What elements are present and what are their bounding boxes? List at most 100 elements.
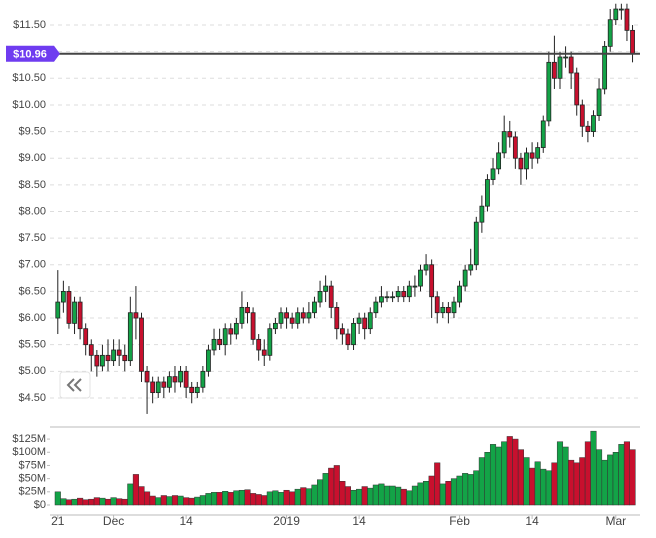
chevrons-icon[interactable] [66, 378, 82, 392]
candle-body [485, 179, 490, 207]
volume-bar [65, 499, 72, 506]
volume-bar [216, 492, 223, 506]
candle-body [122, 354, 128, 362]
candle-body [473, 221, 479, 266]
plot-layer: $4.50 $5.00 $5.50 $6.00 $6.50 $7.00 $7.50 $8.00… [6, 3, 640, 528]
candle-body [395, 291, 401, 298]
candle-body [55, 301, 61, 319]
volume-bar [568, 459, 575, 506]
candle-body [546, 61, 552, 122]
volume-bar [501, 441, 508, 506]
candle-body [451, 301, 457, 314]
candle-body [161, 381, 167, 388]
candle-body [445, 306, 451, 314]
y-tick-label: $10.00 [12, 99, 46, 111]
candle-body [613, 8, 619, 21]
candle-body [111, 349, 116, 362]
candle-body [512, 136, 518, 159]
volume-bar [333, 465, 340, 506]
volume-bar [283, 489, 290, 506]
y-tick-label: $6.00 [18, 312, 46, 324]
candle-body [284, 312, 289, 319]
volume-bar [255, 494, 262, 506]
candle-body [630, 29, 635, 55]
volume-bar [289, 491, 296, 506]
volume-bar [171, 495, 179, 506]
volume-bar [121, 498, 128, 506]
candle-body [334, 306, 340, 330]
volume-bar [523, 457, 530, 506]
candle-body [462, 269, 468, 287]
candle-body [116, 349, 122, 356]
candle-body [105, 354, 111, 362]
candle-body [317, 291, 323, 303]
candle-body [585, 125, 591, 132]
y-tick-label: $0 [34, 499, 46, 511]
x-tick-label: 21 [51, 514, 65, 528]
candle-body [245, 306, 250, 314]
candle-body [77, 301, 83, 330]
volume-bar [411, 485, 418, 506]
volume-bar [199, 495, 206, 506]
volume-bar [529, 467, 536, 506]
volume-bar [378, 483, 385, 506]
volume-bar [339, 481, 346, 506]
volume-bar [473, 470, 480, 506]
candle-body [412, 285, 418, 288]
volume-bar [456, 475, 463, 506]
candle-body [66, 291, 72, 324]
volume-bar [623, 441, 630, 506]
y-tick-label: $9.50 [18, 125, 46, 137]
candle-body [250, 312, 256, 340]
candle-body [518, 157, 524, 170]
volume-bar [54, 491, 61, 506]
volume-bar [233, 490, 240, 506]
volume-bar [629, 449, 636, 506]
y-tick-label: $10.50 [12, 72, 46, 84]
candle-body [496, 152, 502, 170]
y-tick-label: $9.00 [18, 152, 46, 164]
volume-bar [495, 446, 502, 506]
candle-body [362, 317, 368, 330]
candle-body [278, 312, 284, 324]
candle-body [83, 328, 89, 346]
candle-body [384, 296, 390, 299]
candle-body [88, 344, 94, 356]
collapse-button[interactable] [59, 371, 91, 399]
candle-body [440, 306, 446, 314]
volume-bar [88, 498, 95, 506]
candle-body [390, 296, 395, 299]
volume-bar [361, 486, 368, 506]
volume-bar [601, 459, 608, 506]
candle-body [529, 152, 535, 159]
candle-body [144, 370, 150, 383]
volume-bar [400, 488, 407, 506]
candle-body [217, 338, 223, 346]
candle-body [72, 301, 77, 324]
volume-bar [300, 487, 307, 506]
volume-bar [478, 457, 485, 506]
candle-body [60, 291, 66, 303]
volume-bar [261, 495, 268, 506]
candle-body [618, 8, 624, 11]
candle-body [166, 376, 172, 388]
y-tick-label: $4.50 [18, 392, 46, 404]
candle-body [261, 349, 267, 356]
volume-bar [517, 449, 524, 506]
candle-body [267, 328, 273, 356]
volume-bar [132, 474, 139, 506]
volume-bar [584, 441, 591, 506]
volume-bar [612, 452, 619, 506]
candle-body [228, 328, 234, 335]
volume-bar [579, 457, 586, 506]
volume-bar [540, 468, 547, 506]
y-tick-label: $5.00 [18, 365, 46, 377]
candle-body [150, 381, 156, 394]
candle-body [563, 56, 568, 59]
x-tick-label: Dec [103, 514, 124, 528]
volume-bar [556, 441, 564, 506]
volume-bar [188, 497, 195, 506]
y-tick-label: $6.50 [18, 285, 46, 297]
volume-bar [551, 462, 558, 506]
x-tick-label: 14 [352, 514, 366, 528]
